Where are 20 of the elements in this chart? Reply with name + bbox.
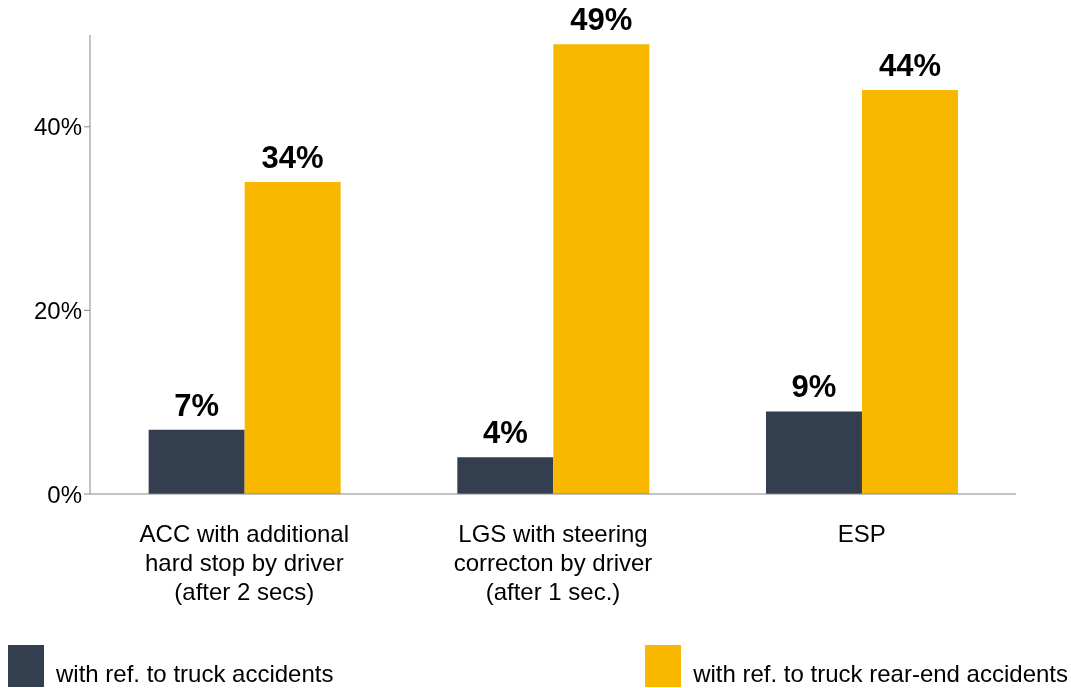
bar (457, 457, 554, 494)
legend-label: with ref. to truck accidents (56, 660, 334, 688)
x-tick-label: ACC with additional hard stop by driver (after 2 secs) (139, 520, 350, 605)
bar (861, 90, 958, 494)
data-label: 34% (261, 139, 324, 175)
data-label: 44% (878, 48, 941, 84)
y-tick-label: 20% (33, 296, 82, 324)
bar (765, 411, 862, 494)
bar (244, 181, 341, 494)
y-tick-label: 0% (47, 480, 82, 508)
bar (148, 429, 245, 494)
x-tick-label: ESP (837, 520, 886, 547)
data-label: 49% (570, 2, 633, 38)
data-label: 4% (482, 415, 528, 451)
bar (553, 44, 650, 494)
data-label: 7% (174, 387, 220, 423)
y-tick-label: 40% (33, 113, 82, 141)
x-tick-label: LGS with steering correcton by driver (after 1 sec.) (453, 520, 653, 605)
data-label: 9% (791, 369, 837, 405)
legend-label: with ref. to truck rear-end accidents (693, 660, 1068, 688)
